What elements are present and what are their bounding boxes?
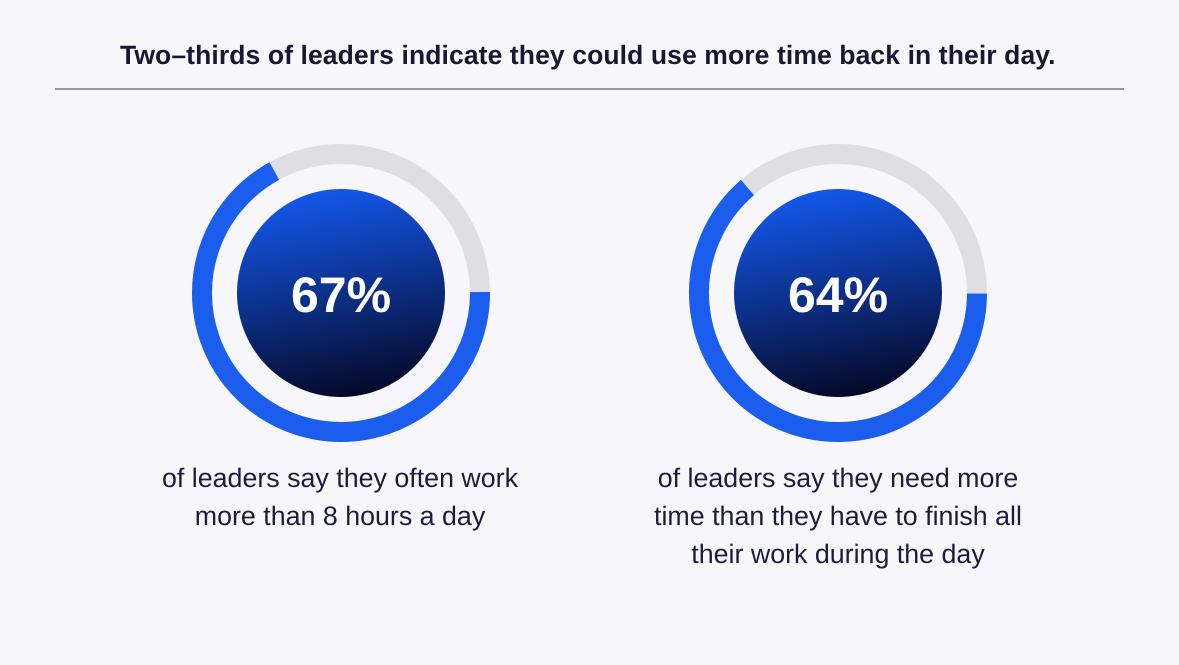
svg-text:64%: 64% bbox=[788, 267, 888, 323]
svg-text:67%: 67% bbox=[291, 267, 391, 323]
